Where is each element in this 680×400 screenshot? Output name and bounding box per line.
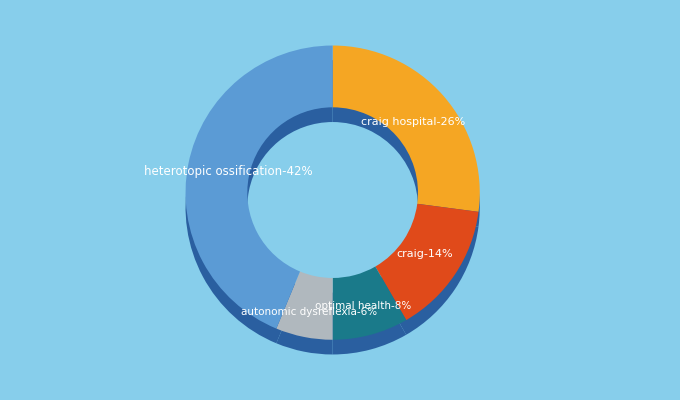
Wedge shape (186, 60, 333, 343)
Wedge shape (333, 266, 406, 340)
Text: craig-14%: craig-14% (396, 249, 453, 259)
Wedge shape (276, 286, 333, 354)
Wedge shape (375, 218, 479, 335)
Text: craig hospital-26%: craig hospital-26% (361, 117, 466, 127)
Text: optimal health-8%: optimal health-8% (315, 301, 411, 311)
Wedge shape (333, 281, 406, 354)
Wedge shape (333, 60, 480, 226)
Wedge shape (375, 204, 479, 320)
Text: heterotopic ossification-42%: heterotopic ossification-42% (144, 166, 313, 178)
Wedge shape (276, 272, 333, 340)
Text: autonomic dysreflexia-6%: autonomic dysreflexia-6% (241, 308, 377, 318)
Wedge shape (186, 46, 333, 328)
Wedge shape (333, 46, 480, 212)
